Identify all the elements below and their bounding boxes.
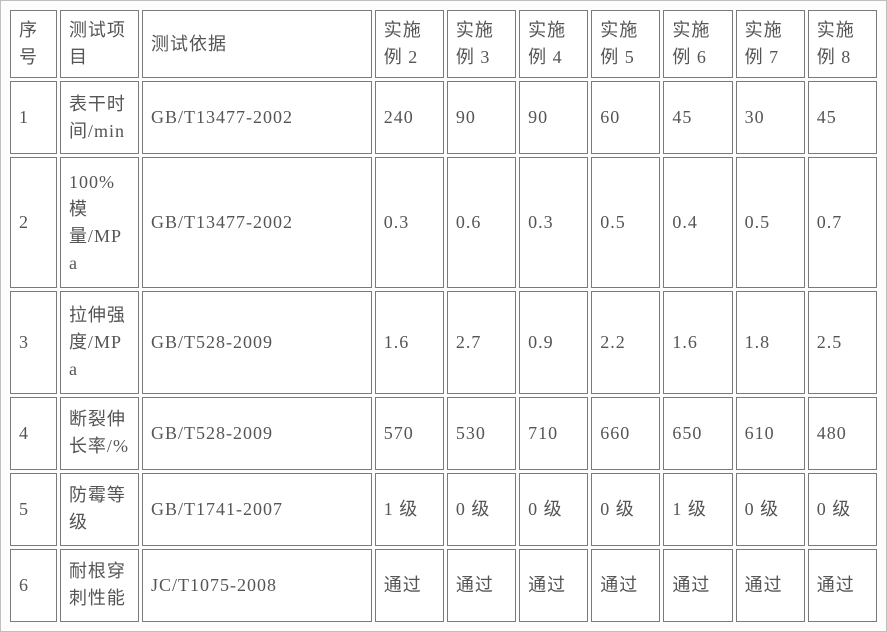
- cell-item: 拉伸强度/MPa: [60, 291, 139, 393]
- cell-value: 1.6: [663, 291, 732, 393]
- cell-basis: GB/T13477-2002: [142, 81, 372, 154]
- cell-basis: GB/T13477-2002: [142, 157, 372, 288]
- cell-value: 0 级: [519, 473, 588, 546]
- cell-value: 通过: [736, 549, 805, 622]
- cell-value: 90: [447, 81, 516, 154]
- cell-value: 45: [663, 81, 732, 154]
- cell-value: 0.3: [519, 157, 588, 288]
- cell-value: 0.6: [447, 157, 516, 288]
- cell-value: 通过: [447, 549, 516, 622]
- cell-item: 断裂伸长率/%: [60, 397, 139, 470]
- col-header-ex4: 实施例 4: [519, 10, 588, 78]
- col-header-ex8: 实施例 8: [808, 10, 877, 78]
- cell-value: 通过: [519, 549, 588, 622]
- table-row: 4 断裂伸长率/% GB/T528-2009 570 530 710 660 6…: [10, 397, 877, 470]
- cell-value: 650: [663, 397, 732, 470]
- table-header: 序号 测试项目 测试依据 实施例 2 实施例 3 实施例 4 实施例 5 实施例…: [10, 10, 877, 78]
- cell-value: 1.8: [736, 291, 805, 393]
- cell-value: 通过: [375, 549, 444, 622]
- col-header-item: 测试项目: [60, 10, 139, 78]
- cell-value: 2.7: [447, 291, 516, 393]
- cell-seq: 4: [10, 397, 57, 470]
- cell-value: 240: [375, 81, 444, 154]
- cell-value: 530: [447, 397, 516, 470]
- cell-value: 610: [736, 397, 805, 470]
- cell-value: 2.2: [591, 291, 660, 393]
- cell-value: 通过: [663, 549, 732, 622]
- table-frame: 序号 测试项目 测试依据 实施例 2 实施例 3 实施例 4 实施例 5 实施例…: [0, 0, 887, 632]
- cell-seq: 2: [10, 157, 57, 288]
- cell-value: 0 级: [808, 473, 877, 546]
- table-row: 2 100%模量/MPa GB/T13477-2002 0.3 0.6 0.3 …: [10, 157, 877, 288]
- cell-seq: 6: [10, 549, 57, 622]
- test-results-table: 序号 测试项目 测试依据 实施例 2 实施例 3 实施例 4 实施例 5 实施例…: [7, 7, 880, 625]
- cell-seq: 3: [10, 291, 57, 393]
- cell-value: 45: [808, 81, 877, 154]
- table-header-row: 序号 测试项目 测试依据 实施例 2 实施例 3 实施例 4 实施例 5 实施例…: [10, 10, 877, 78]
- cell-value: 0 级: [447, 473, 516, 546]
- cell-value: 2.5: [808, 291, 877, 393]
- cell-value: 1 级: [375, 473, 444, 546]
- table-row: 1 表干时间/min GB/T13477-2002 240 90 90 60 4…: [10, 81, 877, 154]
- cell-value: 通过: [808, 549, 877, 622]
- cell-item: 表干时间/min: [60, 81, 139, 154]
- cell-value: 60: [591, 81, 660, 154]
- cell-value: 710: [519, 397, 588, 470]
- cell-seq: 5: [10, 473, 57, 546]
- cell-value: 90: [519, 81, 588, 154]
- cell-value: 30: [736, 81, 805, 154]
- cell-basis: JC/T1075-2008: [142, 549, 372, 622]
- cell-value: 0.4: [663, 157, 732, 288]
- col-header-seq: 序号: [10, 10, 57, 78]
- table-row: 3 拉伸强度/MPa GB/T528-2009 1.6 2.7 0.9 2.2 …: [10, 291, 877, 393]
- col-header-ex2: 实施例 2: [375, 10, 444, 78]
- col-header-basis: 测试依据: [142, 10, 372, 78]
- cell-item: 100%模量/MPa: [60, 157, 139, 288]
- cell-value: 0.5: [736, 157, 805, 288]
- cell-value: 0.3: [375, 157, 444, 288]
- cell-value: 1 级: [663, 473, 732, 546]
- col-header-ex6: 实施例 6: [663, 10, 732, 78]
- cell-basis: GB/T1741-2007: [142, 473, 372, 546]
- cell-value: 0 级: [591, 473, 660, 546]
- cell-value: 570: [375, 397, 444, 470]
- table-body: 1 表干时间/min GB/T13477-2002 240 90 90 60 4…: [10, 81, 877, 622]
- cell-value: 通过: [591, 549, 660, 622]
- table-row: 5 防霉等级 GB/T1741-2007 1 级 0 级 0 级 0 级 1 级…: [10, 473, 877, 546]
- cell-item: 防霉等级: [60, 473, 139, 546]
- cell-value: 1.6: [375, 291, 444, 393]
- cell-basis: GB/T528-2009: [142, 397, 372, 470]
- cell-seq: 1: [10, 81, 57, 154]
- cell-value: 660: [591, 397, 660, 470]
- col-header-ex3: 实施例 3: [447, 10, 516, 78]
- table-row: 6 耐根穿刺性能 JC/T1075-2008 通过 通过 通过 通过 通过 通过…: [10, 549, 877, 622]
- cell-value: 0 级: [736, 473, 805, 546]
- cell-value: 480: [808, 397, 877, 470]
- col-header-ex5: 实施例 5: [591, 10, 660, 78]
- cell-item: 耐根穿刺性能: [60, 549, 139, 622]
- cell-value: 0.9: [519, 291, 588, 393]
- col-header-ex7: 实施例 7: [736, 10, 805, 78]
- cell-basis: GB/T528-2009: [142, 291, 372, 393]
- cell-value: 0.7: [808, 157, 877, 288]
- cell-value: 0.5: [591, 157, 660, 288]
